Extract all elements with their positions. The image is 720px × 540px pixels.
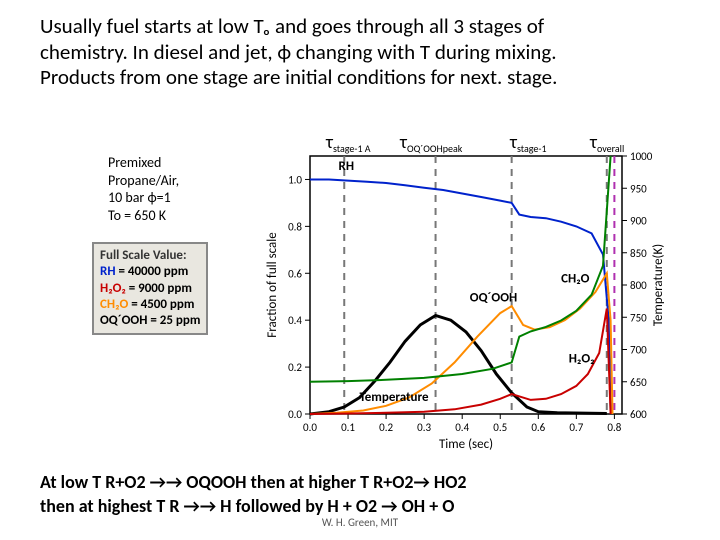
- svg-text:0.2: 0.2: [288, 361, 302, 374]
- svg-text:1000: 1000: [630, 150, 653, 163]
- svg-text:Fraction of full scale: Fraction of full scale: [265, 232, 280, 337]
- svg-text:600: 600: [630, 408, 647, 421]
- premixed-line-1: Premixed: [108, 154, 238, 172]
- svg-text:0.8: 0.8: [607, 421, 621, 434]
- svg-text:τoverall: τoverall: [589, 131, 624, 155]
- full-scale-row: RH = 40000 ppm: [100, 264, 200, 280]
- svg-text:CH₂O: CH₂O: [561, 272, 589, 287]
- svg-text:800: 800: [630, 279, 647, 292]
- full-scale-header: Full Scale Value:: [100, 248, 200, 264]
- premixed-line-3: 10 bar ϕ=1: [108, 189, 238, 207]
- svg-text:0.7: 0.7: [569, 421, 583, 434]
- species-scale-value: = 4500 ppm: [128, 297, 194, 312]
- species-scale-value: = 9000 ppm: [126, 281, 192, 296]
- page-title: Usually fuel starts at low Tₒ and goes t…: [40, 14, 680, 91]
- svg-text:0.4: 0.4: [288, 314, 302, 327]
- svg-text:τstage-1: τstage-1: [509, 131, 547, 155]
- premixed-line-2: Propane/Air,: [108, 172, 238, 190]
- svg-text:Time (sec): Time (sec): [439, 437, 493, 452]
- svg-text:700: 700: [630, 344, 647, 357]
- bottom-line-2: then at highest T R →→ H followed by H +…: [40, 494, 680, 518]
- full-scale-row: OQ´OOH = 25 ppm: [100, 313, 200, 329]
- title-line-3: Products from one stage are initial cond…: [40, 65, 680, 91]
- species-label: RH: [100, 264, 116, 279]
- full-scale-row: CH₂O = 4500 ppm: [100, 297, 200, 313]
- svg-text:Temperature: Temperature: [359, 390, 429, 405]
- svg-text:0.6: 0.6: [288, 267, 302, 280]
- species-scale-value: = 40000 ppm: [116, 264, 189, 279]
- svg-text:850: 850: [630, 247, 647, 260]
- species-label: OQ´OOH: [100, 313, 147, 328]
- svg-text:0.8: 0.8: [288, 220, 302, 233]
- svg-text:0.1: 0.1: [341, 421, 355, 434]
- full-scale-row: H₂O₂ = 9000 ppm: [100, 281, 200, 297]
- title-line-1: Usually fuel starts at low Tₒ and goes t…: [40, 14, 680, 40]
- svg-text:950: 950: [630, 182, 647, 195]
- title-line-2: chemistry. In diesel and jet, ϕ changing…: [40, 40, 680, 66]
- svg-text:0.0: 0.0: [303, 421, 317, 434]
- svg-text:0.3: 0.3: [417, 421, 431, 434]
- svg-text:0.2: 0.2: [379, 421, 393, 434]
- svg-text:0.5: 0.5: [493, 421, 507, 434]
- svg-text:900: 900: [630, 215, 647, 228]
- chart-svg: 0.0 0.1 0.2 0.3 0.4 0.5 0.6 0.7 0.8 0.0 0.2 0.4 0.6 0…: [262, 128, 672, 454]
- svg-text:H₂O₂: H₂O₂: [569, 351, 595, 366]
- svg-text:OQ´OOH: OQ´OOH: [470, 290, 517, 305]
- premixed-line-4: To = 650 K: [108, 207, 238, 225]
- svg-text:0.0: 0.0: [288, 408, 302, 421]
- premixed-conditions-note: Premixed Propane/Air, 10 bar ϕ=1 To = 65…: [108, 154, 238, 224]
- svg-text:τOQ´OOHpeak: τOQ´OOHpeak: [399, 131, 463, 155]
- species-label: H₂O₂: [100, 281, 126, 296]
- svg-text:750: 750: [630, 311, 647, 324]
- svg-text:0.6: 0.6: [531, 421, 545, 434]
- species-scale-value: = 25 ppm: [147, 313, 200, 328]
- svg-text:0.4: 0.4: [455, 421, 469, 434]
- credit-line: W. H. Green, MIT: [0, 516, 720, 529]
- svg-text:1.0: 1.0: [288, 173, 302, 186]
- bottom-reaction-text: At low T R+O2 →→ OQOOH then at higher T …: [40, 470, 680, 519]
- full-scale-rows: RH = 40000 ppmH₂O₂ = 9000 ppmCH₂O = 4500…: [100, 264, 200, 329]
- kinetics-chart: 0.0 0.1 0.2 0.3 0.4 0.5 0.6 0.7 0.8 0.0 0.2 0.4 0.6 0…: [262, 128, 672, 454]
- svg-text:Temperature(K): Temperature(K): [651, 244, 666, 326]
- svg-text:τstage-1 A: τstage-1 A: [325, 131, 371, 155]
- svg-text:650: 650: [630, 376, 647, 389]
- bottom-line-1: At low T R+O2 →→ OQOOH then at higher T …: [40, 470, 680, 494]
- full-scale-legend-box: Full Scale Value: RH = 40000 ppmH₂O₂ = 9…: [92, 242, 208, 335]
- species-label: CH₂O: [100, 297, 128, 312]
- svg-text:RH: RH: [339, 159, 355, 174]
